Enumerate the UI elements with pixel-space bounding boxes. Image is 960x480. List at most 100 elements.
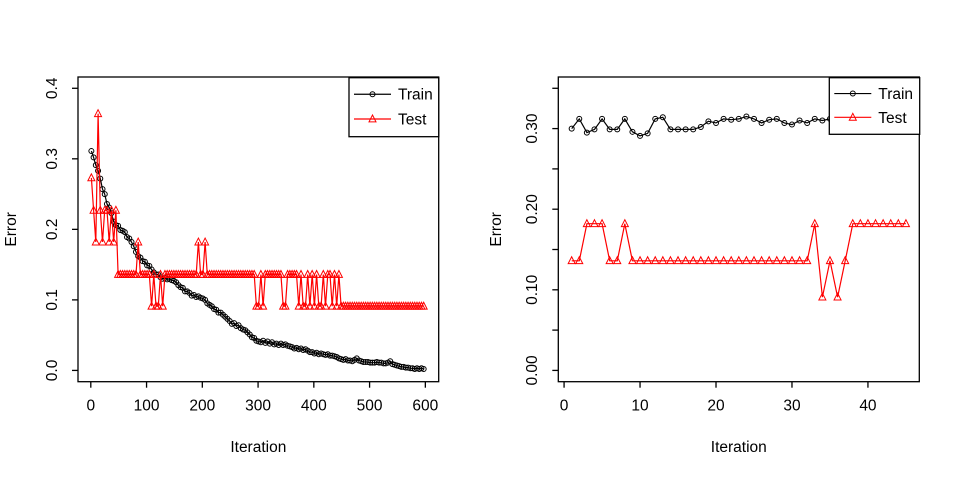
test-point-marker bbox=[628, 255, 637, 265]
legend-label: Test bbox=[878, 110, 907, 127]
test-point-marker bbox=[93, 108, 103, 118]
y-tick-label: 0.30 bbox=[524, 113, 541, 144]
test-point-marker bbox=[688, 255, 698, 265]
test-point-marker bbox=[590, 218, 599, 228]
test-point-marker bbox=[145, 269, 154, 278]
x-tick-label: 40 bbox=[859, 398, 877, 415]
test-point-marker bbox=[133, 236, 143, 246]
train-series bbox=[88, 148, 427, 373]
y-tick-label: 0.4 bbox=[44, 77, 61, 99]
test-point-marker bbox=[673, 255, 683, 265]
test-point-marker bbox=[749, 255, 759, 265]
test-point-marker bbox=[191, 269, 201, 278]
test-point-marker bbox=[330, 269, 339, 278]
test-point-marker bbox=[772, 255, 782, 265]
plot-box bbox=[557, 76, 920, 383]
test-point-marker bbox=[635, 255, 645, 265]
x-tick-label: 500 bbox=[357, 398, 383, 415]
test-point-marker bbox=[296, 269, 306, 278]
train-point-marker bbox=[705, 118, 712, 125]
train-point-marker bbox=[629, 128, 636, 135]
y-tick-label: 0.0 bbox=[44, 359, 61, 381]
test-point-marker bbox=[894, 218, 903, 228]
legend: Train Test bbox=[348, 77, 440, 138]
train-point-marker bbox=[667, 126, 674, 133]
test-point-marker bbox=[719, 255, 728, 265]
test-point-marker bbox=[757, 255, 766, 265]
test-point-marker bbox=[650, 255, 660, 265]
y-tick-label: 0.00 bbox=[524, 355, 541, 386]
test-point-marker bbox=[840, 255, 850, 265]
legend-circle-icon bbox=[849, 90, 856, 97]
test-point-marker bbox=[332, 301, 342, 310]
test-point-marker bbox=[249, 269, 259, 278]
train-point-marker bbox=[766, 116, 773, 123]
test-point-marker bbox=[301, 301, 310, 310]
test-point-marker bbox=[153, 301, 163, 310]
test-point-marker bbox=[620, 218, 630, 228]
x-tick-label: 100 bbox=[134, 398, 160, 415]
test-point-marker bbox=[158, 301, 168, 310]
train-point-marker bbox=[92, 162, 99, 169]
test-point-marker bbox=[696, 255, 706, 265]
test-point-marker bbox=[612, 255, 622, 265]
test-point-marker bbox=[111, 205, 121, 214]
train-point-marker bbox=[568, 125, 575, 132]
test-point-marker bbox=[848, 218, 858, 228]
test-point-marker bbox=[334, 269, 344, 278]
test-point-marker bbox=[276, 269, 286, 278]
test-point-marker bbox=[198, 269, 208, 278]
test-point-marker bbox=[312, 269, 321, 278]
train-point-marker bbox=[750, 115, 757, 122]
train-point-marker bbox=[88, 148, 95, 155]
test-point-marker bbox=[149, 269, 159, 278]
x-tick-label: 400 bbox=[301, 398, 327, 415]
test-series-line bbox=[571, 223, 906, 298]
test-point-marker bbox=[856, 218, 865, 228]
x-tick-label: 0 bbox=[86, 398, 95, 415]
x-tick-label: 10 bbox=[631, 398, 649, 415]
test-point-marker bbox=[726, 255, 736, 265]
test-point-marker bbox=[131, 269, 141, 278]
y-tick-label: 0.20 bbox=[524, 194, 541, 225]
test-point-marker bbox=[818, 291, 827, 301]
train-point-marker bbox=[743, 113, 750, 120]
train-point-marker bbox=[121, 229, 128, 236]
train-point-marker bbox=[97, 175, 104, 182]
test-point-marker bbox=[89, 205, 98, 214]
test-point-marker bbox=[109, 236, 118, 246]
test-point-marker bbox=[871, 218, 880, 228]
legend-circle-icon bbox=[369, 91, 376, 98]
left-plot: 0 100 200 300 400 500 600 0.0 0.1 0.2 0.3 0.4 Iterat… bbox=[3, 76, 440, 456]
x-tick-label: 20 bbox=[707, 398, 725, 415]
train-point-marker bbox=[713, 119, 720, 126]
train-point-marker bbox=[819, 117, 826, 124]
y-tick-label: 0.1 bbox=[44, 289, 61, 311]
test-series bbox=[87, 108, 428, 310]
train-point-marker bbox=[621, 115, 628, 122]
test-point-marker bbox=[605, 255, 614, 265]
train-point-marker bbox=[576, 115, 583, 122]
test-point-marker bbox=[742, 255, 751, 265]
test-point-marker bbox=[886, 218, 896, 228]
test-point-marker bbox=[658, 255, 668, 265]
test-point-marker bbox=[104, 236, 114, 246]
test-point-marker bbox=[102, 205, 112, 214]
legend: Train Test bbox=[828, 77, 921, 135]
test-point-marker bbox=[303, 269, 313, 278]
test-point-marker bbox=[787, 255, 797, 265]
test-point-marker bbox=[305, 301, 315, 310]
legend-box bbox=[348, 77, 440, 138]
test-point-marker bbox=[107, 205, 116, 214]
test-point-marker bbox=[901, 218, 911, 228]
x-tick-label: 0 bbox=[560, 398, 569, 415]
test-point-marker bbox=[318, 269, 328, 278]
test-point-marker bbox=[147, 301, 156, 310]
legend-label: Train bbox=[878, 86, 913, 103]
train-point-marker bbox=[637, 132, 644, 139]
train-point-marker bbox=[367, 359, 374, 366]
legend-box bbox=[828, 77, 921, 135]
x-tick-label: 300 bbox=[245, 398, 271, 415]
